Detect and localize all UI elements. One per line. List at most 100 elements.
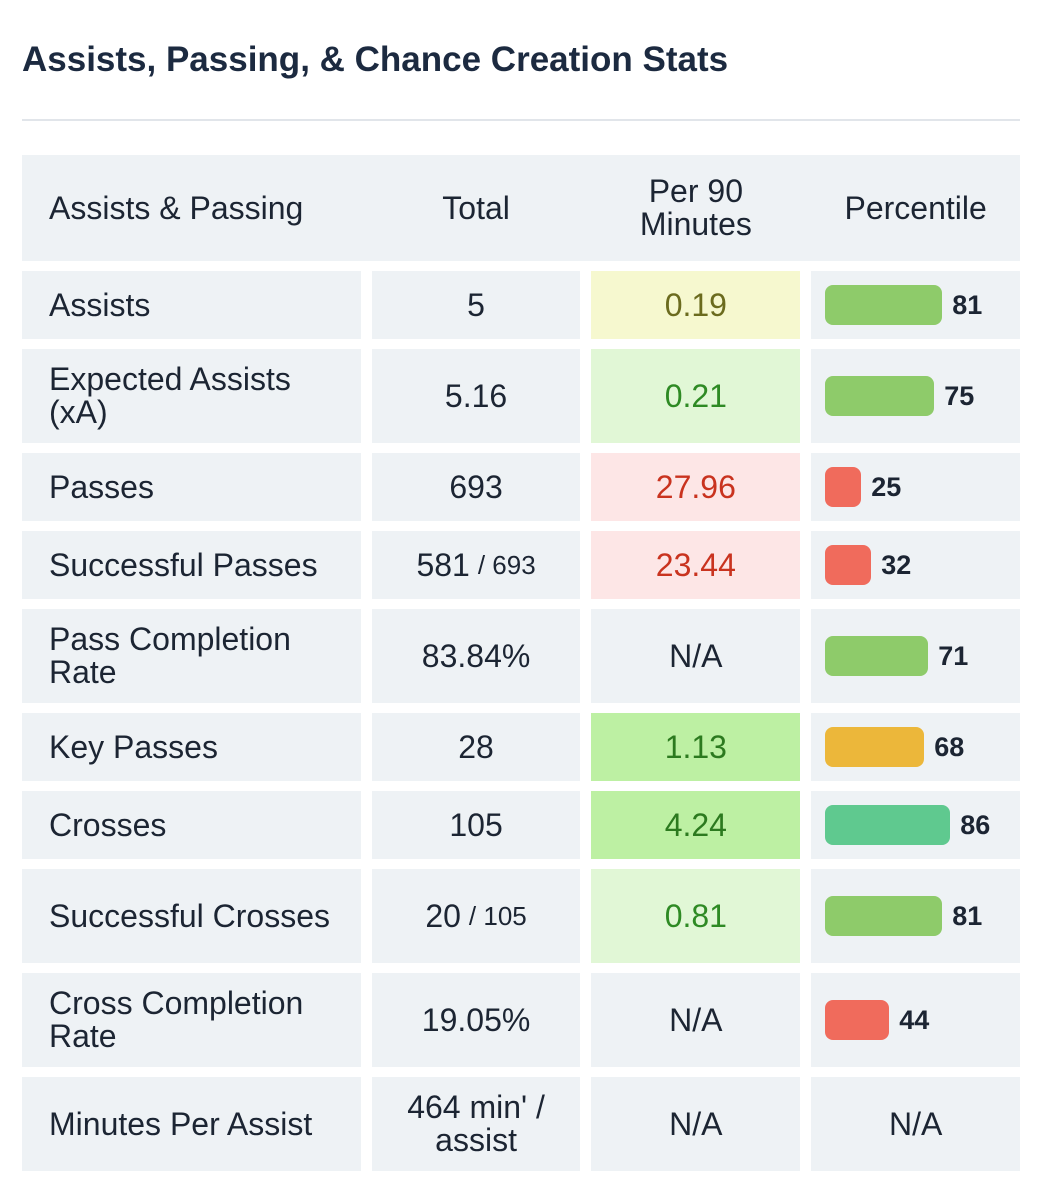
total-cell: 83.84% <box>371 609 581 703</box>
percentile-bar <box>825 285 943 325</box>
per90-cell: 23.44 <box>591 531 801 599</box>
percentile-bar <box>825 376 935 416</box>
total-value: 693 <box>449 468 503 505</box>
table-row: Crosses 105 4.24 86 <box>22 791 1021 859</box>
table-row: Successful Passes 581/ 693 23.44 32 <box>22 531 1021 599</box>
table-row: Cross Completion Rate 19.05% N/A 44 <box>22 973 1021 1067</box>
page-title: Assists, Passing, & Chance Creation Stat… <box>22 40 729 79</box>
table-row: Pass Completion Rate 83.84% N/A 71 <box>22 609 1021 703</box>
total-cell: 5 <box>371 271 581 339</box>
total-value: 5.16 <box>444 377 508 414</box>
table-row: Key Passes 28 1.13 68 <box>22 713 1021 781</box>
percentile-value: 86 <box>960 809 991 840</box>
stat-label: Expected Assists (xA) <box>49 361 291 430</box>
per90-cell: 1.13 <box>591 713 801 781</box>
per90-cell: 4.24 <box>591 791 801 859</box>
percentile-cell: 25 <box>811 453 1021 521</box>
table-row: Successful Crosses 20/ 105 0.81 81 <box>22 869 1021 963</box>
percentile-bar <box>825 636 929 676</box>
percentile-cell: 68 <box>811 713 1021 781</box>
title-divider <box>22 119 1020 121</box>
per90-cell: N/A <box>591 609 801 703</box>
header-percentile: Percentile <box>844 189 987 226</box>
per90-cell: N/A <box>591 1077 801 1171</box>
stat-label-cell: Expected Assists (xA) <box>22 349 361 443</box>
total-cell: 28 <box>371 713 581 781</box>
header-per90: Per 90 Minutes <box>639 173 752 242</box>
total-value: 28 <box>458 728 494 765</box>
header-total: Total <box>442 189 510 226</box>
per90-cell: 0.81 <box>591 869 801 963</box>
percentile-cell: N/A <box>811 1077 1021 1171</box>
total-denominator: / 105 <box>468 900 527 931</box>
stat-label-cell: Key Passes <box>22 713 361 781</box>
stat-label-cell: Assists <box>22 271 361 339</box>
percentile-cell: 71 <box>811 609 1021 703</box>
percentile-value: 25 <box>871 471 902 502</box>
per90-value: 1.13 <box>664 728 727 765</box>
per90-value: 27.96 <box>655 468 736 505</box>
per90-value: N/A <box>669 637 723 674</box>
total-cell: 20/ 105 <box>371 869 581 963</box>
per90-value: 0.19 <box>664 286 727 323</box>
percentile-value: 81 <box>952 900 983 931</box>
total-value: 20 <box>425 897 461 934</box>
percentile-bar <box>825 896 943 936</box>
stat-label: Cross Completion Rate <box>49 985 304 1054</box>
percentile-cell: 75 <box>811 349 1021 443</box>
header-stat: Assists & Passing <box>49 189 304 226</box>
percentile-cell: 81 <box>811 271 1021 339</box>
percentile-value: 68 <box>934 731 965 762</box>
per90-value: N/A <box>669 1001 723 1038</box>
total-cell: 5.16 <box>371 349 581 443</box>
stat-label: Minutes Per Assist <box>49 1105 313 1142</box>
total-value: 5 <box>467 286 485 323</box>
stat-label-cell: Successful Passes <box>22 531 361 599</box>
total-value: 19.05% <box>421 1001 531 1038</box>
total-cell: 105 <box>371 791 581 859</box>
percentile-value: 32 <box>881 549 912 580</box>
stat-label: Successful Passes <box>49 546 318 583</box>
per90-cell: 0.21 <box>591 349 801 443</box>
per90-value: 0.21 <box>664 377 727 414</box>
table-row: Minutes Per Assist 464 min' / assist N/A N/… <box>22 1077 1021 1171</box>
table-row: Expected Assists (xA) 5.16 0.21 75 <box>22 349 1021 443</box>
total-cell: 19.05% <box>371 973 581 1067</box>
percentile-bar <box>825 467 862 507</box>
percentile-value: 81 <box>952 289 983 320</box>
percentile-bar <box>825 1000 890 1040</box>
total-value: 105 <box>449 806 503 843</box>
percentile-value: N/A <box>888 1105 943 1142</box>
percentile-cell: 86 <box>811 791 1021 859</box>
percentile-cell: 81 <box>811 869 1021 963</box>
per90-cell: 0.19 <box>591 271 801 339</box>
table-row: Assists 5 0.19 81 <box>22 271 1021 339</box>
stat-label: Crosses <box>49 806 167 843</box>
stat-label-cell: Crosses <box>22 791 361 859</box>
table-header: Assists & Passing Total Per 90 Minutes P… <box>22 155 1020 261</box>
table-row: Passes 693 27.96 25 <box>22 453 1021 521</box>
percentile-bar <box>825 805 951 845</box>
table-body: Assists 5 0.19 81 Expected Assists (xA) 5.16 0… <box>22 271 1021 1171</box>
stat-label-cell: Passes <box>22 453 361 521</box>
per90-value: N/A <box>669 1105 723 1142</box>
total-value: 464 min' / assist <box>407 1089 545 1158</box>
stat-label-cell: Cross Completion Rate <box>22 973 361 1067</box>
percentile-bar <box>825 727 925 767</box>
per90-value: 0.81 <box>664 897 727 934</box>
stat-label: Successful Crosses <box>49 897 330 934</box>
stats-table: Assists & Passing Total Per 90 Minutes P… <box>22 155 1021 1171</box>
per90-value: 4.24 <box>664 806 727 843</box>
percentile-value: 44 <box>899 1004 930 1035</box>
stat-label-cell: Pass Completion Rate <box>22 609 361 703</box>
total-cell: 464 min' / assist <box>371 1077 581 1171</box>
stat-label: Key Passes <box>49 728 218 765</box>
stat-label-cell: Successful Crosses <box>22 869 361 963</box>
stat-label: Pass Completion Rate <box>49 621 291 690</box>
percentile-cell: 32 <box>811 531 1021 599</box>
percentile-value: 75 <box>944 380 975 411</box>
per90-value: 23.44 <box>655 546 736 583</box>
total-denominator: / 693 <box>477 549 536 580</box>
stat-label: Passes <box>49 468 154 505</box>
percentile-cell: 44 <box>811 973 1021 1067</box>
